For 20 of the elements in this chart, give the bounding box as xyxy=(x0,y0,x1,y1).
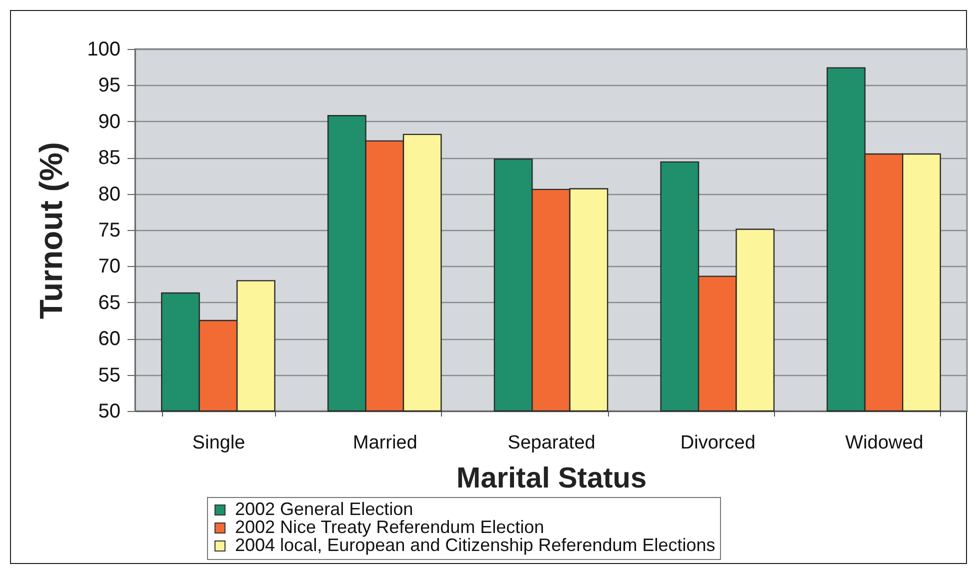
legend-label: 2002 General Election xyxy=(235,499,414,519)
y-tick-label: 65 xyxy=(98,292,120,314)
x-tick-label: Single xyxy=(192,432,246,454)
y-tick-label: 55 xyxy=(98,364,120,386)
y-tick-label: 100 xyxy=(87,38,120,60)
x-tick-label: Widowed xyxy=(845,432,924,454)
x-tick-label: Married xyxy=(352,432,418,454)
y-tick-label: 50 xyxy=(98,400,120,422)
y-tick-label: 60 xyxy=(98,328,120,350)
y-tick-label: 70 xyxy=(98,256,120,278)
y-tick-label: 90 xyxy=(98,110,120,133)
y-tick-label: 80 xyxy=(98,183,120,206)
x-tick-label: Divorced xyxy=(680,432,756,454)
x-axis-title: Marital Status xyxy=(456,462,647,494)
y-tick-label: 75 xyxy=(98,220,120,242)
y-tick-label: 95 xyxy=(98,74,120,97)
x-tick-label: Separated xyxy=(508,432,596,454)
y-axis-title: Turnout (%) xyxy=(33,142,70,320)
y-tick-label: 85 xyxy=(98,147,120,170)
legend-label: 2002 Nice Treaty Referendum Election xyxy=(235,517,544,537)
